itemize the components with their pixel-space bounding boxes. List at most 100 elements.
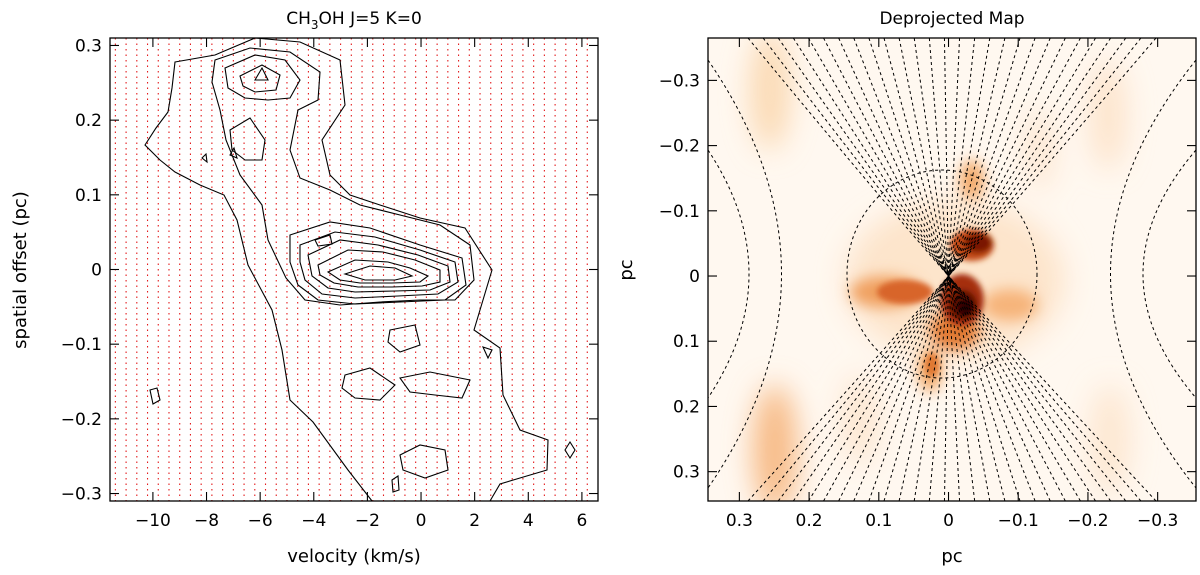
emission-lobe-right	[982, 289, 1038, 321]
emission-streak-lower-left	[753, 385, 797, 501]
contour-level-17	[149, 387, 161, 405]
right-y-tick-label: −0.1	[659, 202, 700, 222]
contour-level-21	[481, 346, 493, 360]
right-y-tick-label: 0.1	[673, 332, 700, 352]
right-x-tick-label: −0.1	[998, 511, 1039, 531]
fan-line-lower	[948, 275, 1096, 501]
overlay-hyperbola-left	[708, 149, 750, 399]
fan-line-upper	[948, 38, 1081, 277]
right-x-tick-label: 0.3	[726, 511, 753, 531]
left-y-tick-label: −0.1	[61, 335, 102, 355]
left-x-tick-label: −4	[301, 511, 326, 531]
fan-line-upper	[948, 38, 1021, 277]
left-y-axis-title: spatial offset (pc)	[10, 191, 31, 349]
left-x-tick-label: −2	[355, 511, 380, 531]
fan-line-lower	[913, 275, 950, 501]
right-x-tick-label: 0.2	[796, 511, 823, 531]
fan-line-upper	[948, 38, 991, 277]
right-y-tick-label: −0.3	[659, 71, 700, 91]
left-x-tick-label: −8	[194, 511, 219, 531]
right-x-tick-label: 0	[943, 511, 954, 531]
emission-lobe-bottom-core	[925, 353, 939, 377]
left-x-tick-label: 0	[416, 511, 427, 531]
fan-line-lower	[948, 275, 961, 501]
right-y-tick-label: 0.2	[673, 397, 700, 417]
overlay-fan-lines	[747, 38, 1157, 501]
left-y-tick-label: 0.1	[75, 186, 102, 206]
fan-line-upper	[808, 38, 949, 277]
overlay-hyperbola-left-inner	[708, 59, 782, 489]
right-x-axis-title: pc	[941, 546, 962, 567]
right-plot-frame	[707, 37, 1197, 502]
contour-level-4	[239, 64, 281, 93]
contour-level-20	[201, 152, 208, 164]
emission-streak-top	[1026, 110, 1054, 190]
contour-level-13	[387, 324, 421, 353]
contour-level-7	[299, 231, 459, 299]
deprojection-overlay	[708, 38, 1196, 501]
right-y-tick-label: 0	[689, 267, 700, 287]
fan-line-upper	[747, 38, 949, 277]
contour-level-8	[307, 239, 451, 293]
contour-level-9	[317, 249, 441, 288]
emission-peak-core	[958, 300, 974, 316]
fan-line-lower	[948, 275, 976, 501]
fan-line-upper	[792, 38, 949, 277]
contour-level-2	[211, 47, 475, 306]
right-x-tick-label: 0.1	[865, 511, 892, 531]
fan-line-upper	[948, 38, 1127, 277]
left-x-axis-title: velocity (km/s)	[287, 546, 421, 567]
right-title: Deprojected Map	[879, 9, 1024, 29]
fan-line-lower	[948, 275, 1036, 501]
fan-line-lower	[943, 276, 950, 501]
fan-line-upper	[948, 38, 1096, 277]
contour-level-16	[399, 444, 449, 479]
contour-level-6	[289, 221, 467, 305]
fan-line-upper	[762, 38, 949, 277]
right-y-axis: −0.3 −0.2 −0.1 0 0.1 0.2 0.3	[659, 71, 1196, 483]
contour-outer	[144, 38, 549, 501]
fan-line-lower	[747, 275, 949, 501]
left-y-tick-label: 0.2	[75, 111, 102, 131]
contour-level-3	[224, 54, 301, 101]
fan-line-upper	[948, 38, 1036, 277]
left-x-tick-label: −10	[135, 511, 171, 531]
fan-line-lower	[898, 275, 950, 501]
left-panel: CH3OH J=5 K=0	[10, 9, 599, 567]
contour-level-15	[399, 371, 471, 399]
fan-line-lower	[868, 275, 949, 501]
emission-streak-upper-left	[750, 38, 790, 150]
contour-peak-top	[254, 66, 269, 81]
fan-line-lower	[948, 275, 1021, 501]
left-y-tick-label: 0.3	[75, 36, 102, 56]
contour-level-10	[326, 259, 430, 284]
fan-line-upper	[943, 38, 950, 277]
left-x-tick-label: 2	[469, 511, 480, 531]
left-y-tick-label: 0	[91, 261, 102, 281]
contour-level-5	[229, 117, 266, 161]
left-y-tick-label: −0.3	[61, 485, 102, 505]
fan-line-upper	[948, 38, 1066, 277]
fan-line-lower	[948, 275, 1066, 501]
contour-lines	[144, 38, 576, 501]
fan-line-lower	[948, 275, 1081, 501]
fan-line-upper	[948, 38, 1142, 277]
right-x-axis: 0.3 0.2 0.1 0 −0.1 −0.2 −0.3	[726, 38, 1178, 531]
contour-level-18	[564, 440, 576, 460]
fan-line-lower	[948, 275, 1142, 501]
fan-line-lower	[808, 275, 949, 501]
emission-streak-lower-right	[1090, 385, 1130, 495]
fan-line-upper	[928, 38, 950, 277]
fan-line-lower	[853, 275, 949, 501]
overlay-hyperbola-right	[1142, 149, 1196, 399]
fan-line-upper	[913, 38, 950, 277]
emission-streak-bottom	[842, 375, 878, 465]
overlay-ring	[846, 169, 1038, 379]
fan-line-upper	[777, 38, 949, 277]
fan-line-upper	[948, 38, 961, 277]
contour-level-14	[341, 367, 396, 401]
fan-line-upper	[948, 38, 1006, 277]
fan-line-lower	[883, 275, 949, 501]
velocity-sampling-lines	[114, 38, 588, 501]
